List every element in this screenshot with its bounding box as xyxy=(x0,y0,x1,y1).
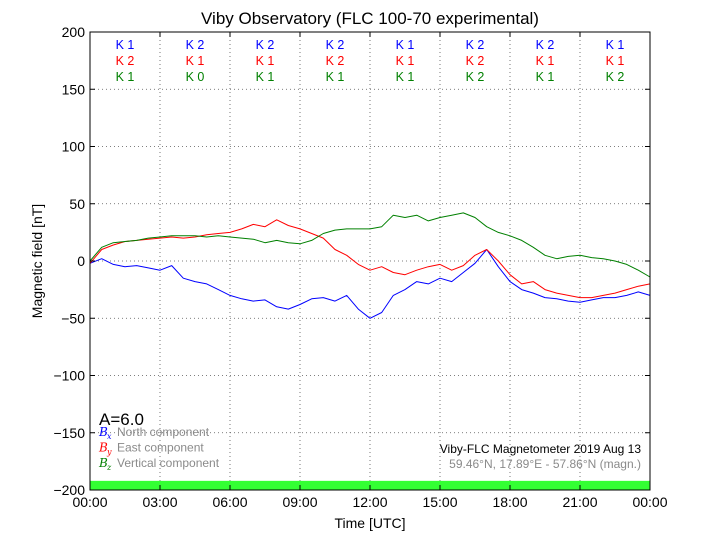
k-index-north: K 2 xyxy=(186,38,205,52)
legend-subscript: z xyxy=(106,463,112,472)
chart-title: Viby Observatory (FLC 100-70 experimenta… xyxy=(201,9,539,28)
k-index-east: K 1 xyxy=(186,54,205,68)
series-line-east xyxy=(89,219,651,299)
grid xyxy=(90,32,650,490)
legend-subscript: x xyxy=(107,432,112,441)
y-tick-label: 150 xyxy=(62,81,86,97)
k-index-vertical: K 0 xyxy=(186,70,205,84)
k-index-east: K 1 xyxy=(536,54,555,68)
info-coordinates: 59.46°N, 17.89°E - 57.86°N (magn.) xyxy=(449,457,641,471)
legend-label: East component xyxy=(117,441,204,455)
legend-symbol: B xyxy=(98,456,108,470)
x-tick-label: 15:00 xyxy=(422,494,457,510)
k-index-east: K 2 xyxy=(466,54,485,68)
k-index-vertical: K 1 xyxy=(326,70,345,84)
k-index-vertical: K 2 xyxy=(606,70,625,84)
y-tick-label: −150 xyxy=(53,425,85,441)
x-tick-label: 00:00 xyxy=(72,494,107,510)
x-tick-label: 12:00 xyxy=(352,494,387,510)
x-tick-label: 09:00 xyxy=(282,494,317,510)
k-index-east: K 1 xyxy=(256,54,275,68)
k-index-vertical: K 1 xyxy=(116,70,135,84)
x-tick-label: 03:00 xyxy=(142,494,177,510)
k-index-vertical: K 2 xyxy=(466,70,485,84)
k-index-vertical: K 1 xyxy=(256,70,275,84)
k-index-labels: K 1 K 2 K 2 K 2 K 1 K 2 K 2 K 1 K 2 K 1 K 1 K 2 K 1 K… xyxy=(116,38,625,84)
x-tick-label: 06:00 xyxy=(212,494,247,510)
k-index-north: K 2 xyxy=(256,38,275,52)
k-index-north: K 1 xyxy=(606,38,625,52)
legend-label: Vertical component xyxy=(117,456,220,470)
k-index-north: K 1 xyxy=(396,38,415,52)
k-index-east: K 1 xyxy=(396,54,415,68)
y-tick-label: −100 xyxy=(53,368,85,384)
axis-ticks: 00:00 03:00 06:00 09:00 12:00 15:00 18:00 21:00… xyxy=(53,24,667,510)
y-tick-label: 0 xyxy=(77,253,85,269)
legend-symbol: B xyxy=(98,441,108,455)
k-index-vertical: K 1 xyxy=(396,70,415,84)
x-tick-label: 00:00 xyxy=(632,494,667,510)
y-tick-label: −50 xyxy=(61,310,85,326)
y-tick-label: 200 xyxy=(62,24,86,40)
y-tick-label: 50 xyxy=(69,196,85,212)
k-index-north: K 1 xyxy=(116,38,135,52)
a-index-label: A=6.0 xyxy=(99,410,144,429)
series-line-vertical xyxy=(89,212,651,278)
k-index-north: K 2 xyxy=(536,38,555,52)
series-line-north xyxy=(89,249,651,319)
y-axis-label: Magnetic field [nT] xyxy=(29,204,45,318)
legend-symbol: B xyxy=(98,425,108,439)
k-index-vertical: K 1 xyxy=(536,70,555,84)
legend-label: North component xyxy=(117,425,210,439)
y-tick-label: 100 xyxy=(62,139,86,155)
info-title: Viby-FLC Magnetometer 2019 Aug 13 xyxy=(440,442,642,456)
legend-subscript: y xyxy=(106,448,112,457)
k-index-east: K 1 xyxy=(606,54,625,68)
k-index-north: K 2 xyxy=(326,38,345,52)
k-index-east: K 2 xyxy=(116,54,135,68)
k-index-east: K 2 xyxy=(326,54,345,68)
series-lines xyxy=(89,212,651,319)
k-index-north: K 2 xyxy=(466,38,485,52)
x-tick-label: 21:00 xyxy=(562,494,597,510)
x-tick-label: 18:00 xyxy=(492,494,527,510)
x-axis-label: Time [UTC] xyxy=(334,515,405,531)
y-tick-label: −200 xyxy=(53,482,85,498)
